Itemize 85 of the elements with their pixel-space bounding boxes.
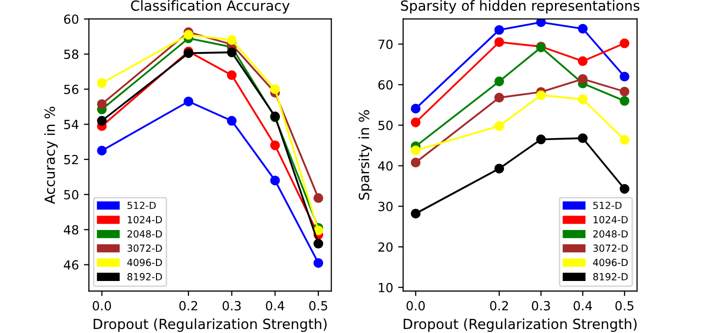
point — [97, 78, 107, 88]
point — [578, 24, 588, 34]
point — [97, 116, 107, 126]
x-axis-title: Dropout (Regularization Strength) — [94, 318, 327, 332]
x-tick-label: 0.4 — [266, 300, 284, 310]
point — [184, 96, 194, 106]
point — [270, 84, 280, 94]
x-tick-label: 0.5 — [309, 300, 328, 310]
point — [313, 258, 324, 268]
point — [313, 226, 324, 236]
x-tick-label: 0.4 — [574, 300, 592, 310]
x-tick-label: 0.0 — [92, 300, 111, 310]
y-tick-label: 54 — [64, 120, 78, 130]
point — [410, 118, 421, 128]
legend-label: 4096-D — [127, 258, 162, 266]
point — [270, 140, 280, 150]
point — [620, 134, 630, 145]
point — [578, 94, 588, 104]
y-tick-label: 58 — [64, 50, 78, 60]
point — [494, 92, 504, 102]
point — [410, 145, 421, 156]
point — [494, 121, 504, 131]
y-tick-label: 40 — [378, 161, 393, 171]
legend-label: 3072-D — [593, 244, 628, 252]
y-tick-label: 60 — [64, 14, 78, 24]
legend-label: 2048-D — [593, 230, 628, 238]
point — [494, 25, 504, 35]
y-tick-label: 50 — [64, 190, 78, 200]
chart-title: Sparsity of hidden representations — [401, 0, 640, 14]
point — [410, 158, 421, 168]
point — [226, 70, 237, 80]
point — [410, 208, 421, 218]
point — [184, 30, 194, 40]
y-tick-label: 70 — [378, 40, 393, 50]
x-tick-label: 0.3 — [532, 300, 550, 310]
point — [226, 116, 237, 126]
point — [226, 47, 237, 58]
y-tick-label: 10 — [378, 282, 393, 292]
point — [578, 74, 588, 84]
point — [226, 35, 237, 45]
y-tick-label: 52 — [64, 154, 78, 164]
x-tick-label: 0.5 — [615, 300, 634, 310]
point — [620, 86, 630, 96]
y-tick-label: 48 — [64, 225, 78, 235]
x-tick-label: 0.2 — [179, 300, 198, 310]
point — [410, 104, 421, 114]
point — [494, 164, 504, 174]
point — [620, 72, 630, 82]
legend-label: 512-D — [593, 202, 622, 210]
point — [620, 38, 630, 48]
point — [494, 37, 504, 47]
point — [313, 238, 324, 249]
point — [620, 96, 630, 106]
legend-label: 4096-D — [593, 258, 628, 266]
point — [313, 193, 324, 203]
point — [97, 146, 107, 156]
y-tick-label: 20 — [378, 242, 393, 252]
x-tick-label: 0.2 — [490, 300, 508, 310]
point — [97, 99, 107, 109]
y-tick-label: 56 — [64, 84, 78, 94]
legend-label: 3072-D — [128, 244, 162, 252]
y-tick-label: 50 — [378, 120, 393, 130]
y-tick-label: 30 — [378, 202, 393, 212]
legend-label: 2048-D — [128, 230, 162, 238]
legend-label: 1024-D — [594, 216, 628, 224]
y-tick-label: 46 — [64, 260, 78, 270]
y-axis-title: Accuracy in % — [44, 106, 58, 204]
chart-title: Classification Accuracy — [131, 0, 290, 14]
point — [578, 56, 588, 66]
x-tick-label: 0.3 — [222, 300, 241, 310]
legend-label: 512-D — [128, 202, 156, 210]
point — [536, 134, 546, 144]
y-tick-label: 60 — [378, 80, 393, 90]
point — [270, 176, 280, 186]
point — [620, 184, 630, 194]
point — [494, 76, 504, 86]
legend-label: 8192-D — [593, 273, 628, 280]
x-axis-title: Dropout (Regularization Strength) — [404, 318, 637, 332]
legend-label: 8192-D — [127, 273, 162, 280]
point — [536, 90, 546, 100]
point — [536, 18, 546, 28]
y-axis-title: Sparsity in % — [358, 110, 372, 200]
point — [578, 133, 588, 144]
x-tick-label: 0.0 — [406, 300, 425, 310]
legend-label: 1024-D — [128, 216, 162, 224]
